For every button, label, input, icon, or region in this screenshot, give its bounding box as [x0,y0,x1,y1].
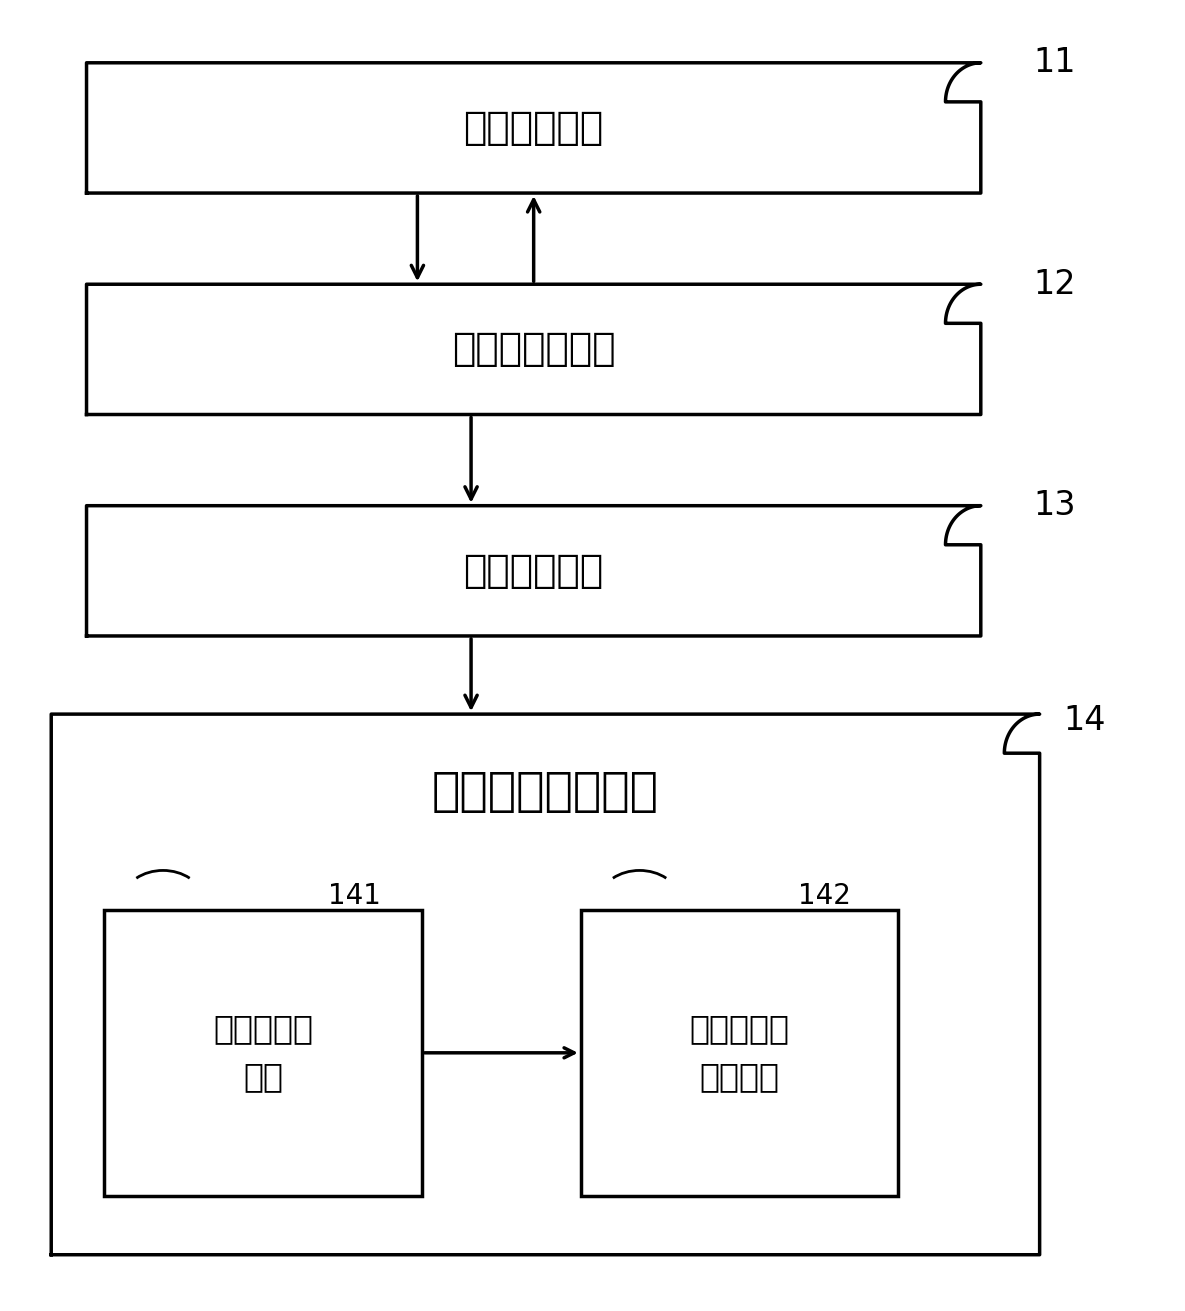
Text: 片上缓存模块: 片上缓存模块 [463,552,604,590]
Text: 中间值计算
单元: 中间值计算 单元 [213,1012,313,1093]
Text: 14: 14 [1063,704,1106,737]
Text: 片外储存模块: 片外储存模块 [463,109,604,147]
Text: 141: 141 [328,882,380,911]
Text: 片换储存器接口: 片换储存器接口 [451,330,615,368]
Text: 13: 13 [1033,489,1076,522]
Polygon shape [87,284,981,414]
Text: 中间值片上
缓存单元: 中间值片上 缓存单元 [690,1012,789,1093]
Polygon shape [87,506,981,636]
Polygon shape [87,63,981,193]
Text: 卷积核心计算模块: 卷积核心计算模块 [433,770,659,814]
Text: 11: 11 [1033,46,1076,79]
Bar [581,910,898,1196]
Polygon shape [51,714,1039,1255]
Text: 12: 12 [1033,267,1076,300]
Bar [104,910,422,1196]
Text: 142: 142 [799,882,851,911]
